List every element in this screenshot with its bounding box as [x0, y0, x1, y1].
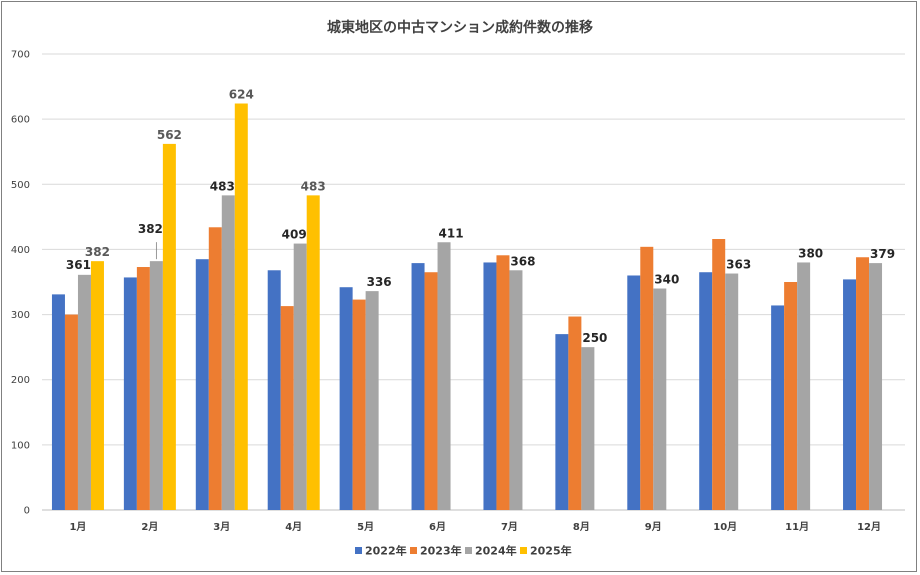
x-tick-label: 7月	[501, 521, 518, 533]
bar-2022年-5月	[339, 287, 353, 510]
data-label: 336	[367, 275, 392, 289]
x-tick-label: 3月	[213, 521, 230, 533]
bar-2024年-5月	[365, 291, 379, 510]
bar-2023年-11月	[784, 282, 798, 510]
legend-swatch	[355, 547, 362, 554]
y-tick-label: 200	[11, 375, 30, 386]
legend-label: 2024年	[475, 544, 517, 558]
data-label: 368	[510, 254, 535, 268]
legend-swatch	[465, 547, 472, 554]
x-tick-label: 2月	[141, 521, 158, 533]
data-label: 379	[870, 247, 895, 261]
bar-2024年-4月	[293, 243, 307, 510]
bar-2022年-6月	[411, 263, 425, 510]
legend-label: 2023年	[420, 544, 462, 558]
bar-2025年-1月	[90, 261, 104, 510]
data-label: 380	[798, 246, 823, 260]
y-tick-label: 700	[11, 50, 30, 61]
bar-2024年-9月	[653, 288, 667, 510]
y-tick-label: 300	[11, 310, 30, 321]
bar-2025年-4月	[306, 195, 320, 511]
x-tick-label: 9月	[645, 521, 662, 533]
x-tick-label: 1月	[69, 521, 86, 533]
bar-2022年-12月	[843, 279, 857, 510]
legend-item[interactable]: 2023年	[410, 544, 462, 558]
bar-2023年-5月	[352, 299, 366, 510]
data-label: 382	[85, 245, 110, 259]
x-tick-label: 10月	[713, 521, 737, 533]
bar-2023年-10月	[712, 239, 726, 510]
bar-2024年-2月	[149, 261, 163, 510]
y-tick-label: 400	[11, 245, 30, 256]
bar-2023年-8月	[568, 316, 582, 510]
bar-2024年-8月	[581, 347, 595, 510]
data-label: 483	[210, 179, 235, 193]
data-label: 250	[582, 331, 607, 345]
y-tick-label: 600	[11, 115, 30, 126]
data-label: 483	[301, 179, 326, 193]
data-label: 340	[654, 273, 679, 287]
bar-2022年-4月	[267, 270, 281, 510]
bar-2022年-2月	[123, 277, 137, 510]
legend-item[interactable]: 2025年	[520, 544, 572, 558]
legend-swatch	[520, 547, 527, 554]
x-tick-label: 4月	[285, 521, 302, 533]
bar-2024年-3月	[221, 195, 235, 511]
x-tick-label: 5月	[357, 521, 374, 533]
bar-2025年-2月	[162, 143, 176, 510]
bar-2022年-8月	[555, 334, 569, 510]
chart-title: 城東地区の中古マンション成約件数の推移	[327, 19, 593, 36]
legend-item[interactable]: 2022年	[355, 544, 407, 558]
bar-2023年-7月	[496, 255, 510, 510]
legend-item[interactable]: 2024年	[465, 544, 517, 558]
bar-2023年-4月	[280, 306, 294, 510]
legend-swatch	[410, 547, 417, 554]
bar-2023年-1月	[64, 314, 78, 510]
bar-2022年-1月	[51, 294, 65, 510]
bar-2022年-3月	[195, 259, 209, 510]
data-label: 409	[282, 228, 307, 242]
data-label: 411	[439, 226, 464, 240]
bar-2023年-12月	[856, 257, 870, 510]
data-label: 363	[726, 258, 751, 272]
x-tick-label: 12月	[857, 521, 881, 533]
legend-label: 2022年	[365, 544, 407, 558]
data-label: 382	[138, 222, 163, 236]
x-tick-label: 11月	[785, 521, 809, 533]
bar-2024年-7月	[509, 270, 523, 510]
y-tick-label: 100	[11, 440, 30, 451]
bar-2024年-6月	[437, 242, 451, 510]
y-tick-label: 0	[24, 506, 30, 517]
data-label: 624	[229, 88, 254, 102]
bar-2022年-7月	[483, 262, 497, 510]
bar-2023年-6月	[424, 272, 438, 510]
bar-2023年-2月	[136, 267, 150, 510]
data-label: 562	[157, 128, 182, 142]
bar-2022年-9月	[627, 275, 641, 510]
legend-label: 2025年	[530, 544, 572, 558]
bar-2023年-9月	[640, 246, 654, 510]
bar-2023年-3月	[208, 227, 222, 510]
y-tick-label: 500	[11, 180, 30, 191]
bar-2024年-10月	[725, 273, 739, 510]
x-tick-label: 6月	[429, 521, 446, 533]
bar-2024年-11月	[797, 262, 811, 510]
data-label: 361	[66, 258, 91, 272]
bar-2024年-1月	[77, 274, 91, 510]
bar-2025年-3月	[234, 103, 248, 510]
bar-2024年-12月	[869, 263, 883, 510]
bar-2022年-11月	[771, 305, 785, 510]
bar-2022年-10月	[699, 272, 713, 510]
x-tick-label: 8月	[573, 521, 590, 533]
